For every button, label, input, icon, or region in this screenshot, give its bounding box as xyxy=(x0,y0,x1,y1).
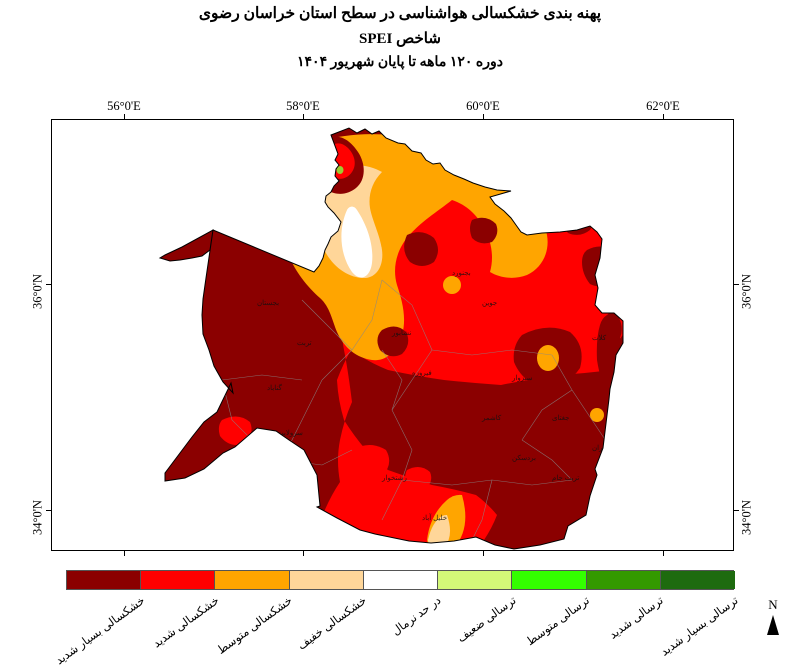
svg-text:رشتخوار: رشتخوار xyxy=(381,474,407,482)
svg-text:تربت جام: تربت جام xyxy=(552,474,579,482)
svg-text:جغتای: جغتای xyxy=(552,414,569,422)
svg-text:کاشمر: کاشمر xyxy=(481,414,502,422)
svg-text:تربت: تربت xyxy=(297,340,312,347)
svg-text:مشهد: مشهد xyxy=(612,395,629,402)
svg-text:کلات: کلات xyxy=(592,334,607,342)
svg-text:جوین: جوین xyxy=(482,300,497,307)
svg-text:بجستان: بجستان xyxy=(257,299,279,307)
svg-text:سرولایت: سرولایت xyxy=(277,429,303,437)
svg-text:فیروزه: فیروزه xyxy=(412,370,432,377)
svg-text:گناباد: گناباد xyxy=(267,383,282,392)
svg-text:بجنورد: بجنورد xyxy=(452,270,471,277)
svg-text:بردسکن: بردسکن xyxy=(512,454,536,462)
svg-text:نشابور: نشابور xyxy=(391,329,411,337)
svg-text:سبزوار: سبزوار xyxy=(511,374,533,382)
svg-text:تایباد: تایباد xyxy=(612,494,625,502)
svg-text:N: N xyxy=(768,597,778,612)
svg-text:سرخس: سرخس xyxy=(652,425,675,432)
